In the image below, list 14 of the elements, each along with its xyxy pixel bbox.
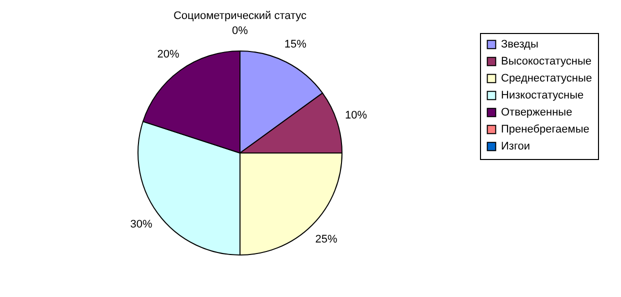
legend-label: Пренебрегаемые <box>501 124 590 136</box>
chart-title: Социометрический статус <box>173 10 308 22</box>
data-label: 10% <box>345 109 368 122</box>
data-label: 30% <box>130 218 153 231</box>
legend-label: Среднестатусные <box>501 72 592 84</box>
text: 0% <box>232 25 248 37</box>
legend-label: Звезды <box>501 38 538 50</box>
data-label: 15% <box>284 38 307 50</box>
data-label: 20% <box>157 48 180 60</box>
legend-label: Отверженные <box>501 106 572 118</box>
legend-label: Изгои <box>501 140 530 152</box>
legend-label: Высокостатусные <box>501 56 592 68</box>
legend-label: Низкостатусные <box>501 90 584 102</box>
data-label: 25% <box>315 233 338 246</box>
